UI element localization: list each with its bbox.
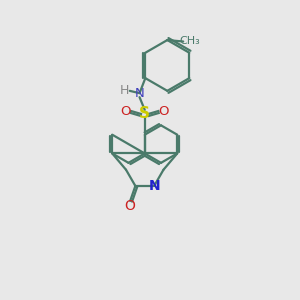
Text: O: O — [125, 199, 136, 213]
Text: S: S — [139, 106, 150, 122]
Text: O: O — [120, 104, 131, 118]
Text: N: N — [148, 179, 160, 193]
Text: CH₃: CH₃ — [179, 37, 200, 46]
Text: H: H — [120, 84, 129, 97]
Text: O: O — [158, 104, 169, 118]
Text: N: N — [135, 87, 144, 100]
